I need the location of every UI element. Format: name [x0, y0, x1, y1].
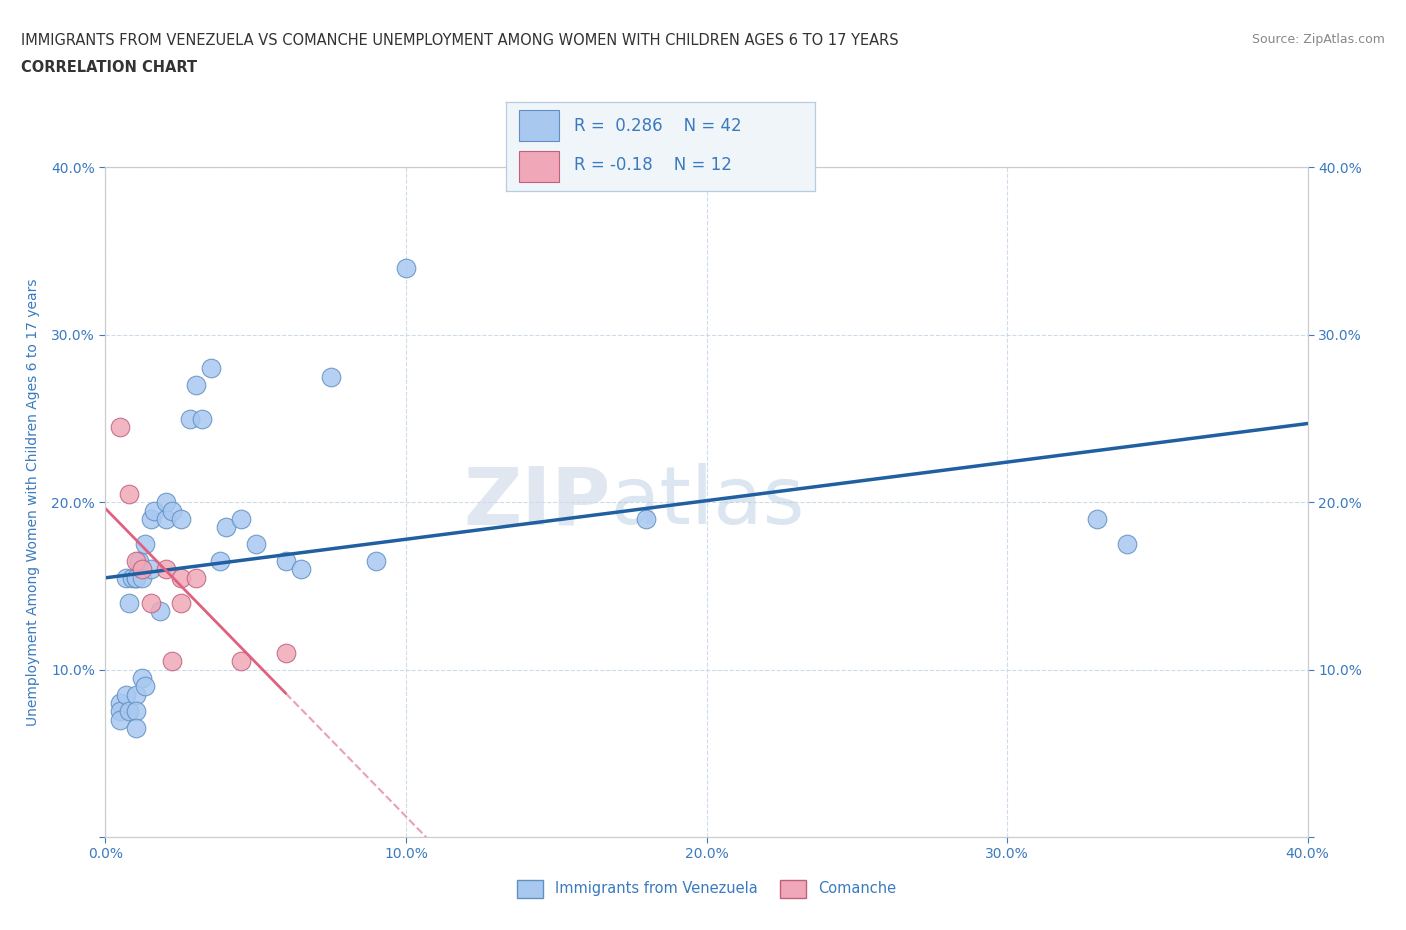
Point [319, 369, 342, 384]
Point [636, 512, 658, 526]
Point [134, 679, 156, 694]
Point [124, 570, 146, 585]
Point [290, 562, 312, 577]
Point [274, 645, 297, 660]
Point [124, 553, 146, 568]
Point [118, 704, 141, 719]
Text: R =  0.286    N = 42: R = 0.286 N = 42 [574, 116, 742, 135]
Point [179, 411, 201, 426]
Point [110, 712, 132, 727]
Point [118, 486, 141, 501]
Point [115, 687, 138, 702]
Point [155, 512, 177, 526]
Point [148, 604, 170, 618]
Point [200, 361, 222, 376]
Point [110, 419, 132, 434]
Point [229, 654, 252, 669]
FancyBboxPatch shape [519, 151, 558, 182]
Point [124, 570, 146, 585]
Point [364, 553, 387, 568]
Text: CORRELATION CHART: CORRELATION CHART [21, 60, 197, 75]
FancyBboxPatch shape [519, 111, 558, 141]
Point [274, 553, 297, 568]
Point [155, 562, 177, 577]
Point [128, 553, 150, 568]
Point [110, 696, 132, 711]
Text: Source: ZipAtlas.com: Source: ZipAtlas.com [1251, 33, 1385, 46]
Point [139, 562, 162, 577]
Point [160, 654, 183, 669]
Point [124, 687, 146, 702]
Point [184, 570, 207, 585]
Point [184, 378, 207, 392]
Point [155, 495, 177, 510]
Point [1085, 512, 1108, 526]
Text: atlas: atlas [610, 463, 804, 541]
Text: R = -0.18    N = 12: R = -0.18 N = 12 [574, 156, 733, 175]
Point [190, 411, 212, 426]
Point [229, 512, 252, 526]
Point [169, 595, 191, 610]
Point [208, 553, 231, 568]
Point [110, 704, 132, 719]
Point [160, 503, 183, 518]
Point [245, 537, 267, 551]
Y-axis label: Unemployment Among Women with Children Ages 6 to 17 years: Unemployment Among Women with Children A… [27, 278, 39, 726]
Point [139, 595, 162, 610]
Point [139, 512, 162, 526]
Point [169, 512, 191, 526]
Text: IMMIGRANTS FROM VENEZUELA VS COMANCHE UNEMPLOYMENT AMONG WOMEN WITH CHILDREN AGE: IMMIGRANTS FROM VENEZUELA VS COMANCHE UN… [21, 33, 898, 47]
Point [169, 570, 191, 585]
Point [131, 671, 153, 685]
Point [131, 562, 153, 577]
Point [115, 570, 138, 585]
Point [118, 595, 141, 610]
Point [214, 520, 236, 535]
Text: ZIP: ZIP [463, 463, 610, 541]
Point [124, 704, 146, 719]
Point [395, 260, 418, 275]
Point [124, 721, 146, 736]
Point [134, 537, 156, 551]
Point [1116, 537, 1139, 551]
Point [131, 570, 153, 585]
Legend: Immigrants from Venezuela, Comanche: Immigrants from Venezuela, Comanche [512, 874, 901, 903]
Point [121, 570, 143, 585]
Point [142, 503, 165, 518]
